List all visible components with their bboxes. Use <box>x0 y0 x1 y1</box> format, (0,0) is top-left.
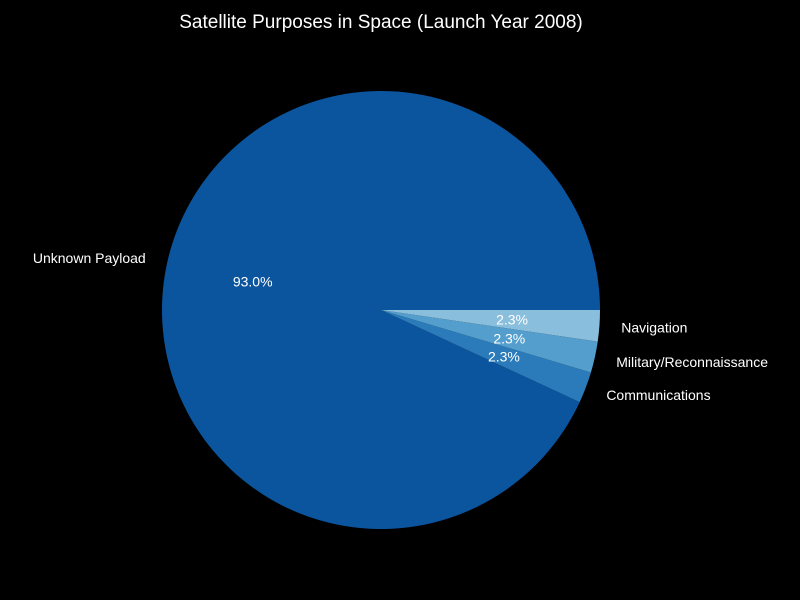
pct-label-military-reconnaissance: 2.3% <box>493 330 525 346</box>
pct-label-unknown-payload: 93.0% <box>233 274 273 290</box>
pct-label-navigation: 2.3% <box>496 311 528 327</box>
chart-title: Satellite Purposes in Space (Launch Year… <box>179 12 583 33</box>
slice-label-unknown-payload: Unknown Payload <box>33 250 146 266</box>
slice-label-navigation: Navigation <box>621 319 687 335</box>
slice-label-communications: Communications <box>606 387 710 403</box>
pie-slices <box>162 91 600 529</box>
pct-label-communications: 2.3% <box>488 348 520 364</box>
slice-label-military-reconnaissance: Military/Reconnaissance <box>616 354 768 370</box>
